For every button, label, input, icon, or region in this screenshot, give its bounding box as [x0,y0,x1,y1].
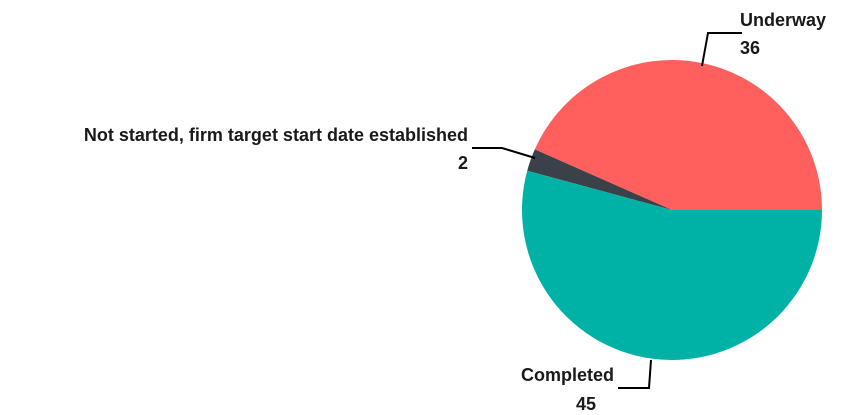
leader-line-completed [618,359,652,389]
slice-name-label-underway: Underway [740,10,826,30]
slice-name-label-completed: Completed [521,365,614,385]
labels-layer: Underway 36 Not started, firm target start… [84,10,826,414]
slice-value-label-not-started-firm-target-start-date-established: 2 [458,153,468,173]
slice-name-label-not-started-firm-target-start-date-established: Not started, firm target start date esta… [84,125,468,145]
leader-line-not-started-firm-target-start-date-established [472,147,536,159]
slices-layer [522,59,822,360]
pie-slice-completed [522,170,822,360]
pie-slice-not-started-firm-target-start-date-established [527,149,672,210]
leader-line-underway [701,32,742,67]
leaders-layer [472,32,742,389]
pie-slice-underway [534,59,822,210]
slice-value-label-underway: 36 [740,38,760,58]
slice-value-label-completed: 45 [576,394,596,414]
